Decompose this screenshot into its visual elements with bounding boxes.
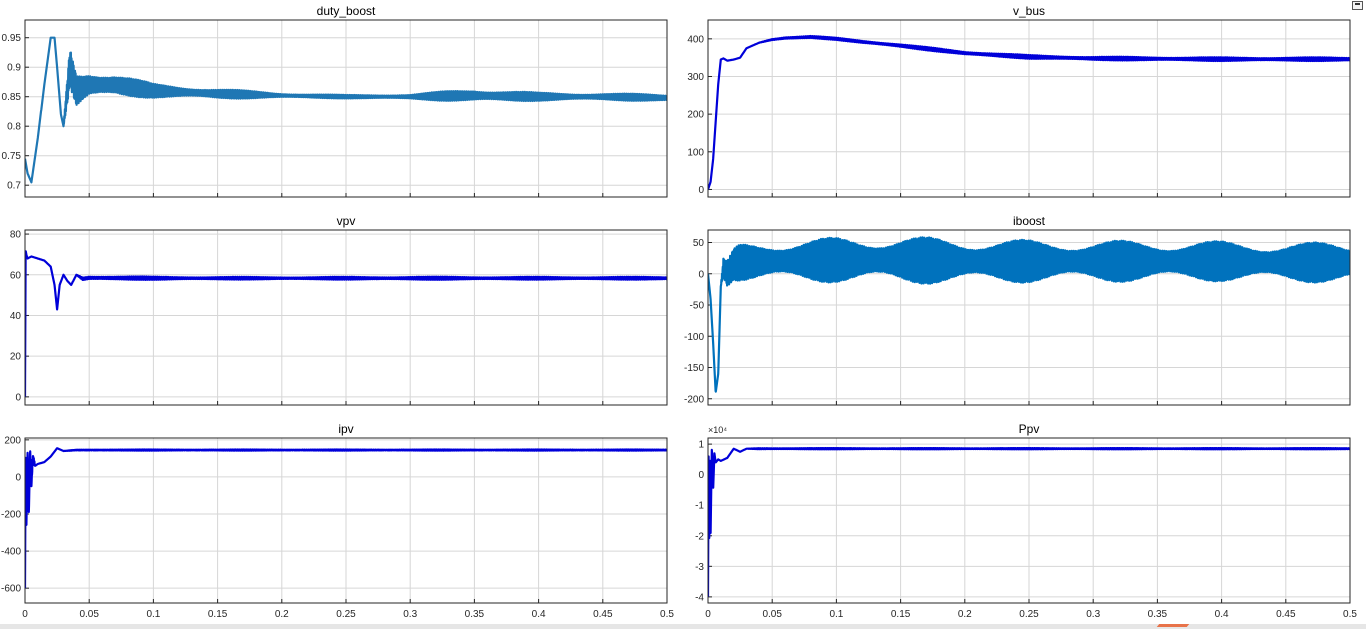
y-tick-label: 0 [698, 470, 704, 481]
y-tick-label: 80 [10, 230, 22, 241]
y-tick-label: -400 [1, 547, 21, 558]
y-tick-label: 60 [10, 270, 22, 281]
axes-5: Ppv 0 0.05 0.1 0.15 0.2 0.25 0.3 0.35 0.4 0.45 0.5 -… [695, 422, 1357, 620]
y-tick-label: 0.95 [2, 33, 22, 44]
x-tick-label: 0.45 [593, 609, 613, 620]
x-tick-label: 0 [22, 609, 28, 620]
axes-frame [707, 229, 1351, 406]
y-tick-label: 100 [687, 147, 704, 158]
y-tick-label: -4 [695, 592, 704, 603]
y-tick-label: -600 [1, 584, 21, 595]
x-tick-label: 0.4 [1215, 609, 1229, 620]
y-tick-label: 0 [15, 392, 21, 403]
series-line [708, 34, 1350, 190]
axes-frame [24, 229, 668, 406]
x-tick-label: 0.2 [958, 609, 972, 620]
y-tick-label: -2 [695, 531, 704, 542]
axes-frame [707, 19, 1351, 198]
x-tick-label: 0 [705, 609, 711, 620]
series-line [25, 447, 667, 589]
axes-title: iboost [1013, 214, 1046, 228]
x-tick-label: 0.5 [660, 609, 674, 620]
x-tick-label: 0.15 [891, 609, 911, 620]
axes-title: v_bus [1013, 4, 1045, 18]
y-tick-label: 0 [698, 185, 704, 196]
y-tick-label: 200 [4, 435, 21, 446]
x-tick-label: 0.25 [336, 609, 356, 620]
axes-title: ipv [338, 422, 353, 436]
y-tick-label: 200 [687, 110, 704, 121]
y-tick-label: 20 [10, 352, 22, 363]
x-tick-label: 0.15 [208, 609, 228, 620]
y-tick-label: -200 [1, 510, 21, 521]
series-line [25, 250, 667, 397]
y-tick-label: 0.9 [7, 63, 21, 74]
x-tick-label: 0.3 [1086, 609, 1100, 620]
x-tick-label: 0.5 [1343, 609, 1357, 620]
x-tick-label: 0.05 [762, 609, 782, 620]
axes-title: duty_boost [317, 4, 376, 18]
y-tick-label: -3 [695, 562, 704, 573]
x-tick-label: 0.35 [1148, 609, 1168, 620]
axes-4: ipv 0 0.05 0.1 0.15 0.2 0.25 0.3 0.35 0.4 0.45 0.5 -… [1, 422, 674, 620]
y-exponent-label: ×10⁴ [708, 425, 727, 435]
x-tick-label: 0.25 [1019, 609, 1039, 620]
scrollbar-marker [1156, 624, 1190, 627]
y-tick-label: 1 [698, 440, 704, 451]
x-tick-label: 0.45 [1276, 609, 1296, 620]
x-tick-label: 0.3 [403, 609, 417, 620]
y-tick-label: 0.75 [2, 151, 22, 162]
axes-frame [707, 437, 1351, 604]
series-line [708, 236, 1350, 393]
y-tick-label: -100 [684, 332, 704, 343]
x-tick-label: 0.2 [275, 609, 289, 620]
y-tick-label: 50 [693, 238, 705, 249]
series-line [708, 447, 1350, 597]
y-tick-label: -150 [684, 363, 704, 374]
x-tick-label: 0.35 [465, 609, 485, 620]
x-tick-label: 0.1 [146, 609, 160, 620]
axes-frame [24, 437, 668, 604]
axes-2: vpv 0 20 40 60 80 [10, 214, 668, 406]
undock-icon[interactable] [1352, 1, 1363, 10]
axes-title: vpv [337, 214, 356, 228]
y-tick-label: -50 [690, 301, 705, 312]
x-tick-label: 0.1 [829, 609, 843, 620]
y-tick-label: 0.85 [2, 92, 22, 103]
y-tick-label: 0 [15, 472, 21, 483]
y-tick-label: -200 [684, 394, 704, 405]
axes-frame [24, 19, 668, 198]
axes-3: iboost -200 -150 -100 -50 0 50 [684, 214, 1351, 406]
y-tick-label: 0.7 [7, 181, 21, 192]
series-line [25, 36, 667, 184]
axes-0: duty_boost 0.7 0.75 0.8 0.85 0.9 0.95 [2, 4, 668, 198]
x-tick-label: 0.05 [79, 609, 99, 620]
y-tick-label: 0.8 [7, 122, 21, 133]
axes-1: v_bus 0 100 200 300 400 [687, 4, 1351, 198]
y-tick-label: 400 [687, 34, 704, 45]
y-tick-label: 40 [10, 311, 22, 322]
y-tick-label: -1 [695, 501, 704, 512]
x-tick-label: 0.4 [532, 609, 546, 620]
bottom-scrollbar[interactable] [0, 624, 1366, 629]
axes-title: Ppv [1019, 422, 1040, 436]
y-tick-label: 300 [687, 72, 704, 83]
y-tick-label: 0 [698, 269, 704, 280]
